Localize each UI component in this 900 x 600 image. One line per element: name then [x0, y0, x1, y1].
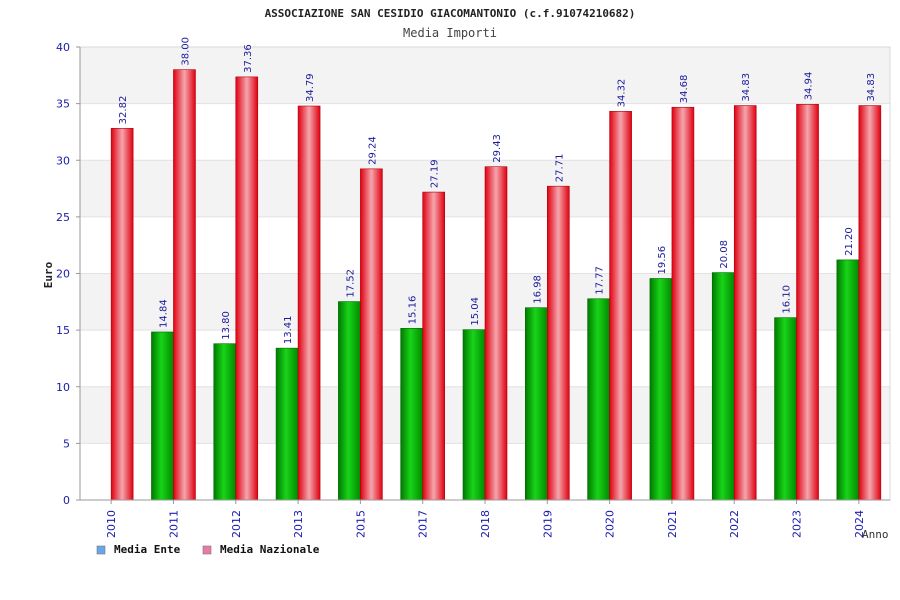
bar-media-ente — [275, 347, 299, 501]
bar-media-nazionale — [733, 105, 757, 501]
y-tick-label: 20 — [56, 268, 70, 281]
bar-media-ente — [649, 278, 673, 501]
bar-media-ente — [400, 328, 423, 501]
bar-value-label: 34.68 — [679, 75, 690, 104]
grid-band — [80, 47, 890, 104]
legend-swatch-media-nazionale — [202, 545, 212, 555]
bar-media-nazionale — [609, 111, 632, 501]
x-tick-label: 2010 — [105, 510, 118, 538]
bar-value-label: 17.77 — [595, 266, 606, 295]
x-tick-label: 2020 — [604, 510, 617, 538]
y-tick-label: 5 — [63, 437, 70, 450]
legend-label: Media Nazionale — [220, 543, 320, 556]
bar-media-nazionale — [297, 105, 321, 501]
legend: Media Ente Media Nazionale — [96, 543, 320, 556]
legend-swatch-media-ente — [96, 545, 106, 555]
bar-value-label: 13.41 — [283, 315, 294, 344]
x-tick-label: 2023 — [791, 510, 804, 538]
bar-media-ente — [151, 331, 174, 501]
y-tick-label: 35 — [56, 98, 70, 111]
bar-value-label: 29.43 — [492, 134, 503, 163]
bars: 32.82 14.84 38.00 13.80 37.36 13.41 34.79 17.52… — [110, 37, 882, 501]
bar-media-ente — [462, 329, 486, 501]
bar-media-nazionale — [360, 168, 383, 501]
bar-media-nazionale — [235, 76, 259, 501]
bar-media-nazionale — [484, 166, 508, 501]
legend-label: Media Ente — [114, 543, 181, 556]
x-tick-label: 2015 — [354, 510, 367, 538]
y-axis-label: Euro — [42, 261, 55, 288]
bar-value-label: 17.52 — [345, 269, 356, 298]
bar-value-label: 34.83 — [866, 73, 877, 102]
y-tick-label: 30 — [56, 154, 70, 167]
y-tick-label: 0 — [63, 494, 70, 507]
bar-media-nazionale — [422, 191, 445, 501]
y-tick-label: 10 — [56, 381, 70, 394]
bar-media-ente — [774, 317, 797, 501]
x-tick-label: 2018 — [479, 510, 492, 538]
bar-value-label: 32.82 — [118, 96, 129, 125]
bar-value-label: 21.20 — [844, 227, 855, 256]
x-tick-label: 2012 — [230, 510, 243, 538]
bar-media-nazionale — [547, 185, 570, 501]
bar-media-ente — [213, 343, 237, 501]
x-axis: 2010 2011 2012 2013 2015 2017 2018 2019 2020 2021… — [80, 499, 890, 538]
bar-media-ente — [525, 307, 548, 501]
x-tick-label: 2022 — [728, 510, 741, 538]
bar-media-ente — [587, 298, 610, 501]
bar-media-ente — [711, 272, 735, 501]
y-axis: 0 5 10 15 20 25 30 35 40 — [56, 41, 81, 507]
bar-media-ente — [836, 259, 860, 501]
x-tick-label: 2024 — [853, 510, 866, 538]
x-tick-label: 2021 — [666, 510, 679, 538]
bar-value-label: 15.04 — [470, 297, 481, 326]
bar-value-label: 34.32 — [617, 79, 628, 108]
bar-value-label: 19.56 — [657, 246, 668, 275]
bar-value-label: 37.36 — [243, 44, 254, 73]
bar-value-label: 38.00 — [180, 37, 191, 66]
chart-title: ASSOCIAZIONE SAN CESIDIO GIACOMANTONIO (… — [265, 7, 636, 20]
x-tick-label: 2017 — [417, 510, 430, 538]
bar-value-label: 20.08 — [719, 240, 730, 269]
bar-value-label: 29.24 — [367, 136, 378, 165]
bar-media-nazionale — [858, 105, 882, 501]
bar-value-label: 27.71 — [554, 154, 565, 183]
x-tick-label: 2019 — [541, 510, 554, 538]
x-tick-label: 2011 — [167, 510, 180, 538]
chart-subtitle: Media Importi — [403, 26, 497, 40]
y-tick-label: 15 — [56, 324, 70, 337]
bar-value-label: 34.79 — [305, 73, 316, 102]
bar-media-ente — [338, 301, 361, 501]
bar-value-label: 27.19 — [430, 159, 441, 188]
bar-media-nazionale — [796, 104, 819, 501]
x-tick-label: 2013 — [292, 510, 305, 538]
bar-value-label: 16.10 — [782, 285, 793, 314]
bar-value-label: 34.83 — [741, 73, 752, 102]
y-tick-label: 40 — [56, 41, 70, 54]
bar-media-nazionale — [671, 106, 695, 501]
bar-media-nazionale — [110, 128, 134, 501]
bar-value-label: 13.80 — [221, 311, 232, 340]
bar-media-nazionale — [173, 69, 196, 501]
bar-value-label: 15.16 — [408, 296, 419, 325]
bar-value-label: 34.94 — [804, 72, 815, 101]
bar-value-label: 14.84 — [158, 299, 169, 328]
x-axis-label: Anno — [862, 528, 889, 541]
bar-value-label: 16.98 — [532, 275, 543, 304]
y-tick-label: 25 — [56, 211, 70, 224]
